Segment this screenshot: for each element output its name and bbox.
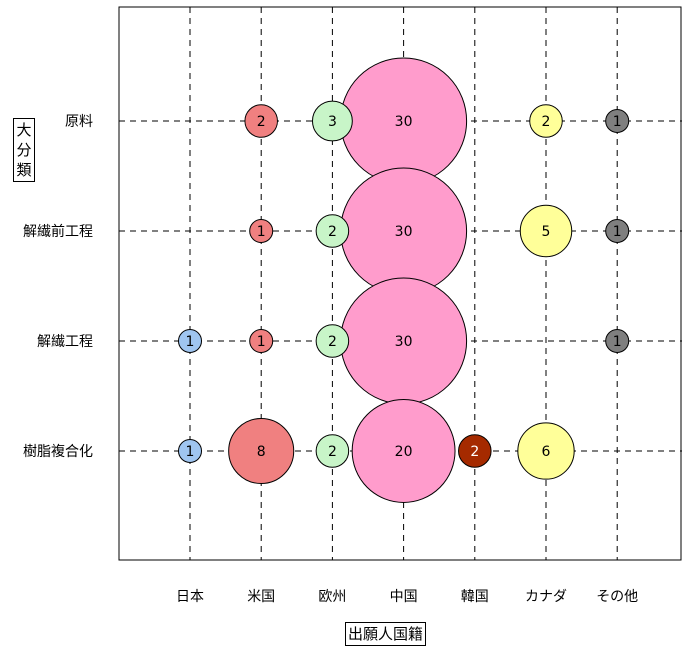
bubble bbox=[605, 328, 630, 354]
x-tick-label: 中国 bbox=[390, 589, 418, 605]
bubble-value-label: 30 bbox=[395, 114, 413, 130]
x-tick-label: その他 bbox=[596, 589, 638, 605]
y-axis-title-char: 類 bbox=[16, 161, 32, 179]
x-tick-label: 日本 bbox=[176, 589, 204, 605]
bubble bbox=[244, 104, 278, 138]
bubble bbox=[177, 438, 203, 464]
bubble bbox=[519, 204, 573, 258]
x-axis-title: 出願人国籍 bbox=[345, 622, 427, 646]
bubble-value-label: 2 bbox=[470, 444, 479, 460]
bubble-value-label: 2 bbox=[257, 114, 266, 130]
bubble bbox=[177, 328, 203, 354]
bubble-value-label: 20 bbox=[395, 444, 413, 460]
bubble-value-label: 30 bbox=[395, 334, 413, 350]
bubble-value-label: 1 bbox=[257, 334, 266, 350]
bubble bbox=[517, 422, 575, 480]
bubble-value-label: 8 bbox=[257, 444, 266, 460]
y-tick-label: 原料 bbox=[65, 114, 93, 130]
bubble-value-label: 3 bbox=[328, 114, 337, 130]
bubble-value-label: 2 bbox=[328, 444, 337, 460]
bubble-value-label: 2 bbox=[328, 224, 337, 240]
x-tick-label: 欧州 bbox=[318, 589, 346, 605]
y-axis-title-char: 分 bbox=[16, 141, 32, 159]
bubble-value-label: 1 bbox=[613, 334, 622, 350]
bubble bbox=[605, 218, 630, 244]
x-tick-label: 韓国 bbox=[461, 589, 489, 605]
bubble bbox=[249, 218, 274, 244]
bubble bbox=[529, 104, 563, 138]
x-tick-label: カナダ bbox=[525, 589, 567, 605]
bubble-value-label: 2 bbox=[328, 334, 337, 350]
bubble bbox=[315, 214, 350, 248]
y-tick-label: 樹脂複合化 bbox=[23, 443, 93, 460]
bubble bbox=[605, 108, 630, 134]
bubble-value-label: 1 bbox=[613, 114, 622, 130]
bubble bbox=[458, 434, 492, 468]
bubble bbox=[311, 100, 353, 142]
bubble bbox=[249, 328, 274, 354]
bubble-value-label: 1 bbox=[186, 334, 195, 350]
bubble bbox=[351, 399, 456, 503]
y-axis-title-char: 大 bbox=[16, 121, 32, 139]
bubble-value-label: 6 bbox=[542, 444, 551, 460]
y-tick-label: 解繊工程 bbox=[37, 334, 93, 350]
bubble bbox=[315, 434, 350, 468]
bubble-value-label: 1 bbox=[186, 444, 195, 460]
bubble bbox=[228, 417, 295, 485]
bubble-value-label: 5 bbox=[542, 224, 551, 240]
x-tick-label: 米国 bbox=[247, 589, 275, 605]
bubble-value-label: 2 bbox=[542, 114, 551, 130]
bubble-value-label: 30 bbox=[395, 224, 413, 240]
bubble bbox=[315, 324, 350, 358]
y-axis-title: 大分類 bbox=[13, 118, 35, 182]
bubble-value-label: 1 bbox=[613, 224, 622, 240]
y-tick-label: 解繊前工程 bbox=[23, 223, 93, 240]
bubble-value-label: 1 bbox=[257, 224, 266, 240]
